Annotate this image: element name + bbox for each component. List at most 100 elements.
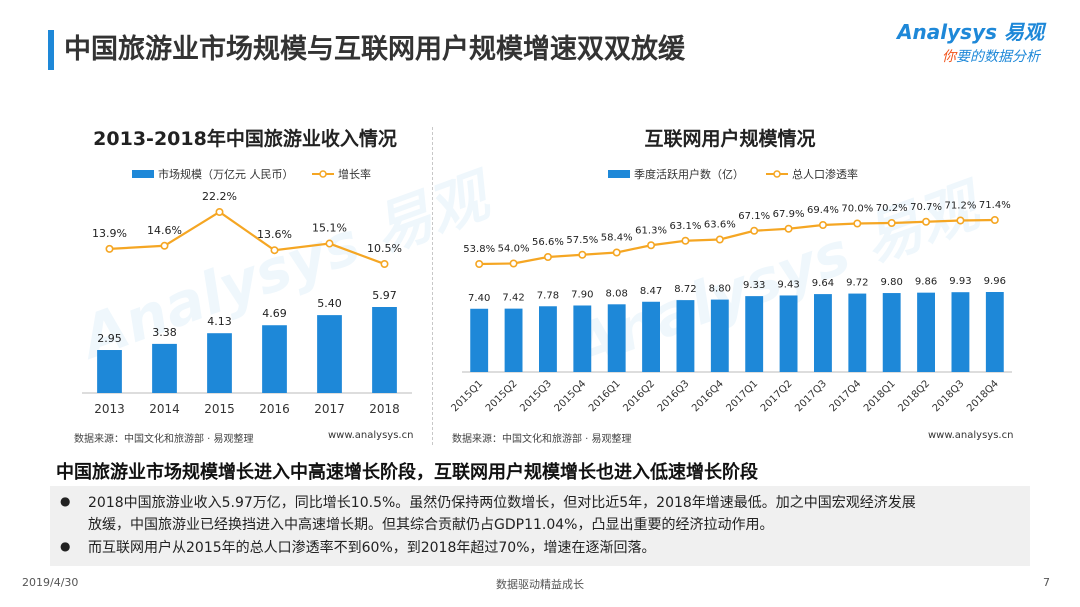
footer-slogan: 数据驱动精益成长: [496, 578, 584, 591]
title-accent-bar: [48, 30, 54, 70]
line-point: [160, 241, 169, 250]
right-chart: 季度活跃用户数（亿） 总人口渗透率 7.40 2015Q1 7.42 2015Q2 7.78…: [449, 167, 1012, 414]
line-value-label: 63.1%: [670, 221, 702, 232]
bullet-2-line: 而互联网用户从2015年的总人口渗透率不到60%，到2018年超过70%，增速在…: [88, 540, 656, 556]
bar-value-label: 4.13: [207, 315, 232, 328]
bar-value-label: 5.40: [317, 297, 342, 310]
line-point: [853, 219, 862, 228]
line-value-label: 71.2%: [945, 201, 977, 212]
bar-value-label: 9.64: [812, 278, 834, 289]
x-tick-label: 2013: [94, 402, 125, 416]
bar-value-label: 9.86: [915, 277, 937, 288]
line-value-label: 67.1%: [738, 211, 770, 222]
legend-bar-swatch: [608, 170, 630, 178]
bar-value-label: 7.42: [502, 293, 524, 304]
bar-2017Q3: [814, 294, 832, 372]
x-tick-label: 2018Q2: [896, 378, 932, 414]
line-value-label: 70.2%: [876, 203, 908, 214]
growth-line: [109, 210, 385, 266]
bar-value-label: 9.43: [777, 279, 799, 290]
x-tick-label: 2016Q4: [690, 378, 726, 414]
line-value-label: 15.1%: [312, 222, 347, 235]
bar-value-label: 8.08: [606, 288, 628, 299]
x-tick-label: 2018Q1: [862, 378, 898, 414]
line-value-label: 22.2%: [202, 190, 237, 203]
bullet-1-line-1: 2018中国旅游业收入5.97万亿，同比增长10.5%。虽然仍保持两位数增长，但…: [88, 495, 916, 511]
bar-value-label: 7.78: [537, 290, 559, 301]
line-point: [887, 219, 896, 228]
line-point: [818, 221, 827, 230]
logo-slogan-rest: 要的数据分析: [956, 49, 1040, 65]
x-tick-label: 2018Q4: [965, 378, 1001, 414]
line-value-label: 57.5%: [566, 235, 598, 246]
left-chart: 市场规模（万亿元 人民币） 增长率 2.95 2013 3.38 2014 4.13 2015…: [82, 167, 412, 416]
bar-2015Q2: [504, 308, 523, 372]
logo-brand: Analysys 易观: [897, 20, 1044, 44]
line-value-label: 10.5%: [367, 242, 402, 255]
line-point: [215, 207, 224, 216]
x-tick-label: 2016Q3: [656, 378, 692, 414]
bar-2016Q3: [676, 300, 695, 372]
bar-value-label: 9.93: [949, 276, 971, 287]
bar-value-label: 5.97: [372, 289, 397, 302]
x-tick-label: 2015: [204, 402, 235, 416]
line-value-label: 67.9%: [773, 209, 805, 220]
bar-2018Q1: [882, 293, 901, 372]
bar-2015: [207, 333, 232, 393]
x-tick-label: 2015Q1: [449, 378, 485, 414]
legend-bar-label: 季度活跃用户数（亿）: [634, 167, 744, 181]
bar-value-label: 4.69: [262, 307, 287, 320]
line-point: [509, 259, 518, 268]
bar-value-label: 9.33: [743, 280, 765, 291]
line-value-label: 13.6%: [257, 228, 292, 241]
line-point: [270, 246, 279, 255]
line-value-label: 63.6%: [704, 220, 736, 231]
bullet-dot-icon: ●: [60, 494, 71, 508]
x-tick-label: 2018Q3: [931, 378, 967, 414]
line-value-label: 14.6%: [147, 224, 182, 237]
bar-value-label: 9.96: [984, 276, 1006, 287]
x-tick-label: 2015Q3: [518, 378, 554, 414]
bar-2018: [372, 307, 397, 393]
left-chart-site: www.analysys.cn: [328, 430, 414, 441]
page-title: 中国旅游业市场规模与互联网用户规模增速双双放缓: [64, 34, 685, 65]
summary-bullet-2: ● 而互联网用户从2015年的总人口渗透率不到60%，到2018年超过70%，增…: [60, 537, 1030, 559]
bar-value-label: 8.72: [674, 284, 696, 295]
x-tick-label: 2017Q4: [828, 378, 864, 414]
line-value-label: 13.9%: [92, 227, 127, 240]
chart-divider: [432, 127, 433, 445]
line-point: [612, 248, 621, 257]
bar-2017Q4: [848, 293, 867, 372]
bar-2015Q4: [573, 305, 592, 372]
right-chart-title: 互联网用户规模情况: [644, 128, 816, 150]
bar-value-label: 3.38: [152, 326, 177, 339]
line-value-label: 70.0%: [841, 204, 873, 215]
x-tick-label: 2017: [314, 402, 345, 416]
line-value-label: 58.4%: [601, 233, 633, 244]
line-point: [715, 235, 724, 244]
bar-2015Q3: [539, 306, 557, 372]
legend-bar-swatch: [132, 170, 154, 178]
bar-2018Q4: [985, 292, 1004, 372]
summary-bullet-1: ● 2018中国旅游业收入5.97万亿，同比增长10.5%。虽然仍保持两位数增长…: [60, 492, 1030, 536]
bar-2017Q2: [779, 295, 798, 372]
bar-value-label: 8.47: [640, 286, 662, 297]
summary-title: 中国旅游业市场规模增长进入中高速增长阶段，互联网用户规模增长也进入低速增长阶段: [56, 462, 758, 483]
line-point: [956, 216, 965, 225]
bar-2018Q2: [917, 292, 935, 372]
x-tick-label: 2017Q3: [793, 378, 829, 414]
line-point: [750, 226, 759, 235]
line-value-label: 71.4%: [979, 200, 1011, 211]
x-tick-label: 2014: [149, 402, 180, 416]
line-point: [784, 224, 793, 233]
legend-line-label: 增长率: [338, 167, 371, 181]
line-point: [475, 260, 484, 269]
bar-2017: [317, 315, 342, 393]
line-point: [380, 260, 389, 269]
page-number: 7: [1043, 576, 1050, 589]
line-point: [990, 216, 999, 225]
line-point: [578, 250, 587, 259]
line-point: [647, 241, 656, 250]
legend-line-marker: [319, 170, 327, 178]
line-value-label: 61.3%: [635, 225, 667, 236]
